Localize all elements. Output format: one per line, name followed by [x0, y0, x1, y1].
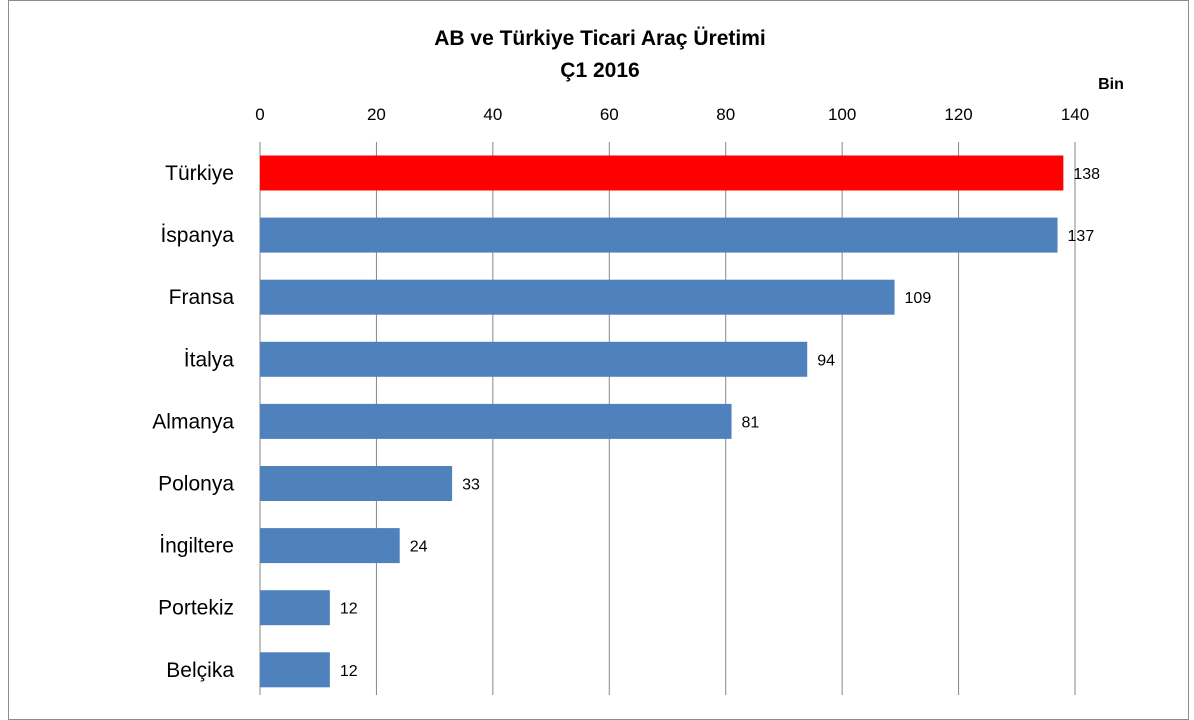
- x-axis-tick-labels: 0 20 40 60 80 100 120 140: [255, 105, 1089, 124]
- data-labels: 138 137 109 94 81 33 24 12 12: [340, 166, 1100, 680]
- x-tick-label-0: 0: [255, 105, 264, 124]
- bar-2: [260, 279, 895, 315]
- category-label-4: Almanya: [152, 410, 234, 433]
- data-label-2: 109: [905, 290, 932, 307]
- bar-0: [260, 155, 1064, 191]
- x-tick-label-40: 40: [483, 105, 502, 124]
- unit-label: Bin: [1098, 76, 1124, 93]
- bar-1: [260, 217, 1058, 253]
- x-tick-label-20: 20: [367, 105, 386, 124]
- data-label-7: 12: [340, 601, 358, 618]
- bar-4: [260, 403, 732, 439]
- category-label-5: Polonya: [158, 473, 234, 496]
- data-label-3: 94: [817, 352, 835, 369]
- data-label-5: 33: [462, 477, 480, 494]
- category-label-7: Portekiz: [158, 597, 234, 620]
- category-label-1: İspanya: [160, 224, 234, 247]
- category-label-6: İngiltere: [159, 535, 234, 558]
- category-labels: Türkiye İspanya Fransa İtalya Almanya Polonya…: [152, 162, 234, 682]
- data-label-4: 81: [742, 414, 760, 431]
- category-label-3: İtalya: [184, 348, 235, 371]
- data-label-6: 24: [410, 539, 428, 556]
- data-label-8: 12: [340, 663, 358, 680]
- x-tick-label-140: 140: [1061, 105, 1089, 124]
- x-tick-label-120: 120: [944, 105, 972, 124]
- bars: [260, 155, 1064, 688]
- bar-8: [260, 652, 330, 688]
- category-label-0: Türkiye: [165, 162, 234, 185]
- bar-6: [260, 528, 400, 564]
- category-label-2: Fransa: [169, 286, 235, 309]
- x-tick-label-100: 100: [828, 105, 856, 124]
- chart-subtitle: Ç1 2016: [560, 59, 639, 82]
- x-tick-label-80: 80: [716, 105, 735, 124]
- bar-7: [260, 590, 330, 626]
- x-tick-label-60: 60: [600, 105, 619, 124]
- data-label-0: 138: [1073, 166, 1100, 183]
- chart-title: AB ve Türkiye Ticari Araç Üretimi: [434, 27, 765, 50]
- bar-5: [260, 466, 453, 501]
- category-label-8: Belçika: [166, 659, 234, 682]
- bar-3: [260, 341, 808, 377]
- data-label-1: 137: [1068, 228, 1095, 245]
